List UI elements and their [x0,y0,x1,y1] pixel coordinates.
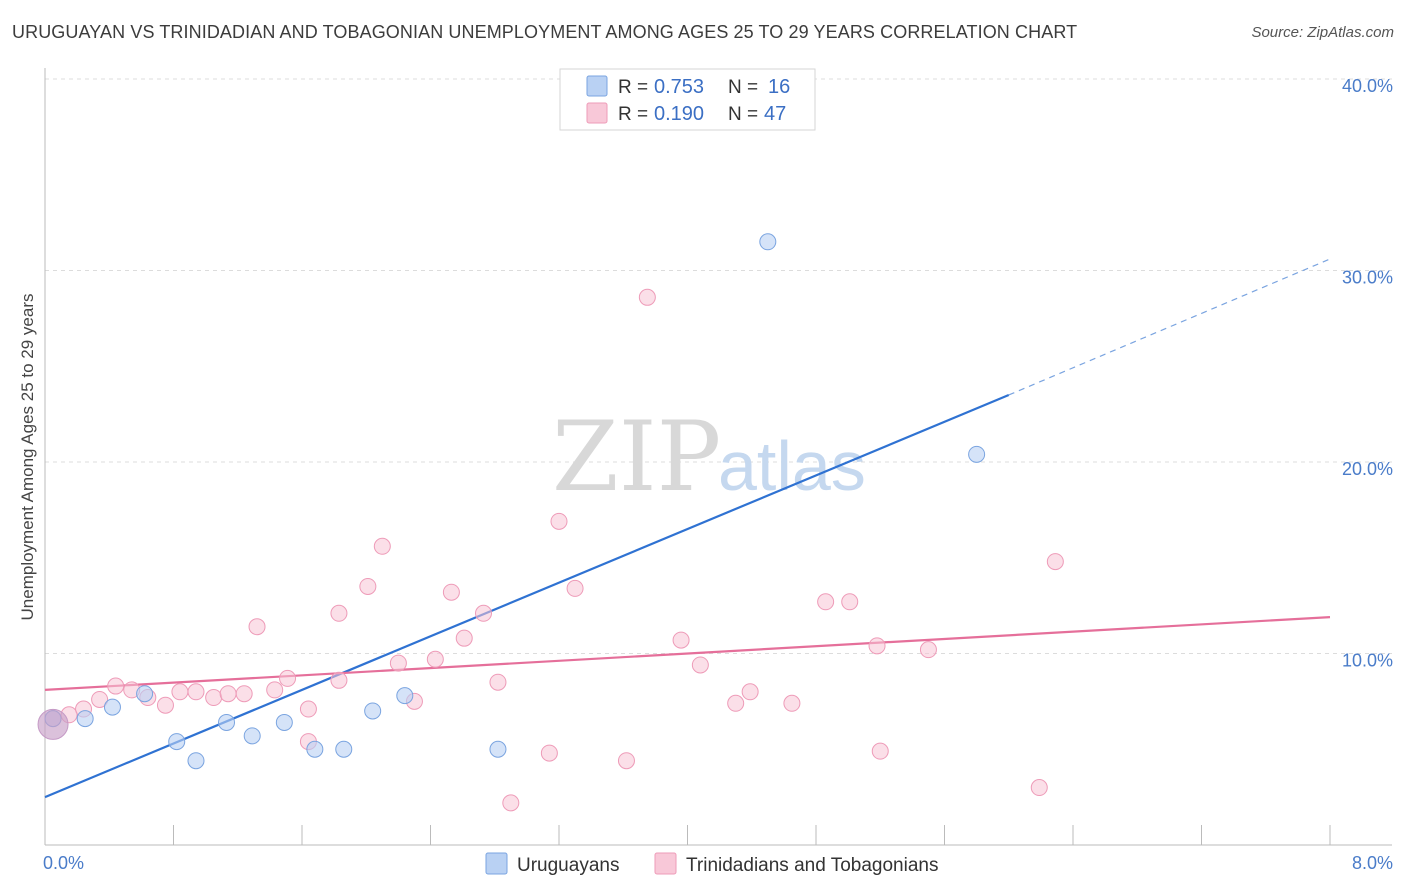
point-trinidadian-32 [566,579,584,597]
point-trinidadian-14 [266,681,284,699]
point-trinidadian-29 [502,794,520,812]
point-uruguayan-1 [76,710,94,728]
point-trinidadian-33 [617,752,635,770]
point-trinidadian-35 [672,631,690,649]
point-trinidadian-45 [1030,779,1048,797]
bottom-legend-label-trinidadians: Trinidadians and Tobagonians [686,855,938,876]
legend-n-label-1: N = [728,77,758,98]
watermark: ZIP atlas [552,401,866,513]
point-trinidadian-21 [373,537,391,555]
point-trinidadian-42 [868,637,886,655]
bottom-legend-label-uruguayans: Uruguayans [517,855,619,876]
point-trinidadian-31 [550,512,568,530]
bottom-legend-swatch-uruguayans [485,852,508,875]
point-trinidadian-19 [330,671,348,689]
point-trinidadian-3 [91,690,109,708]
source-label: Source: ZipAtlas.com [1251,24,1394,41]
point-trinidadian-26 [455,629,473,647]
point-uruguayan-10 [335,740,353,758]
point-trinidadian-39 [783,694,801,712]
point-trinidadian-7 [156,696,174,714]
x-tick-label-max: 8.0% [1352,853,1393,873]
point-trinidadian-16 [299,700,317,718]
point-trinidadian-34 [638,288,656,306]
point-trinidadian-36 [691,656,709,674]
point-trinidadian-40 [817,593,835,611]
x-tick-label-min: 0.0% [43,853,84,873]
point-uruguayan-13 [489,740,507,758]
point-trinidadian-15 [279,669,297,687]
series-legend: Uruguayans Trinidadians and Tobagonians [485,852,938,876]
point-uruguayan-12 [396,687,414,705]
legend-n-value-2: 47 [764,103,786,125]
point-trinidadian-46 [1046,553,1064,571]
chart-title: URUGUAYAN VS TRINIDADIAN AND TOBAGONIAN … [12,22,1078,42]
y-tick-label-20: 20.0% [1342,459,1393,479]
legend-swatch-trinidadians [586,102,608,124]
y-tick-label-40: 40.0% [1342,76,1393,96]
y-axis-label: Unemployment Among Ages 25 to 29 years [18,294,37,621]
legend-r-label-1: R = [618,77,648,98]
point-cluster-origin [37,708,69,740]
point-uruguayan-15 [968,445,986,463]
point-uruguayan-7 [243,727,261,745]
point-trinidadian-22 [389,654,407,672]
point-trinidadian-30 [540,744,558,762]
point-trinidadian-25 [442,583,460,601]
data-points [37,233,1064,812]
point-uruguayan-11 [364,702,382,720]
bottom-legend-swatch-trinidadians [654,852,677,875]
stats-legend: R = 0.753 N = 16 R = 0.190 N = 47 [559,68,816,131]
point-trinidadian-10 [205,689,223,707]
point-uruguayan-2 [103,698,121,716]
point-trinidadian-38 [741,683,759,701]
trend-lines [44,258,1331,799]
point-trinidadian-12 [235,685,253,703]
tick-labels: 10.0% 20.0% 30.0% 40.0% 0.0% 8.0% [43,76,1393,873]
point-uruguayan-14 [759,233,777,251]
point-uruguayan-9 [306,740,324,758]
point-trinidadian-28 [489,673,507,691]
legend-n-value-1: 16 [768,76,790,98]
watermark-zip: ZIP [552,401,721,513]
legend-r-value-2: 0.190 [654,103,704,125]
legend-swatch-uruguayans [586,75,608,97]
point-trinidadian-8 [171,683,189,701]
point-uruguayan-3 [136,685,154,703]
point-trinidadian-43 [871,742,889,760]
point-trinidadian-18 [330,604,348,622]
point-uruguayan-5 [187,752,205,770]
point-uruguayan-4 [168,733,186,751]
grid [45,78,1392,654]
point-trinidadian-13 [248,618,266,636]
y-tick-label-30: 30.0% [1342,268,1393,288]
point-uruguayan-8 [275,713,293,731]
legend-r-value-1: 0.753 [654,76,704,98]
point-trinidadian-24 [426,650,444,668]
point-uruguayan-6 [218,713,236,731]
point-trinidadian-44 [919,641,937,659]
point-trinidadian-9 [187,683,205,701]
watermark-atlas: atlas [718,427,866,505]
legend-n-label-2: N = [728,104,758,125]
point-trinidadian-27 [475,604,493,622]
y-tick-label-10: 10.0% [1342,651,1393,671]
trend-line-uruguayans [44,393,1010,799]
point-trinidadian-37 [727,694,745,712]
point-trinidadian-11 [219,685,237,703]
point-trinidadian-4 [107,677,125,695]
point-trinidadian-41 [841,593,859,611]
legend-r-label-2: R = [618,104,648,125]
point-trinidadian-20 [359,577,377,595]
trend-line-uruguayans-extension [1008,258,1331,396]
trend-line-trinidadians [44,616,1331,691]
